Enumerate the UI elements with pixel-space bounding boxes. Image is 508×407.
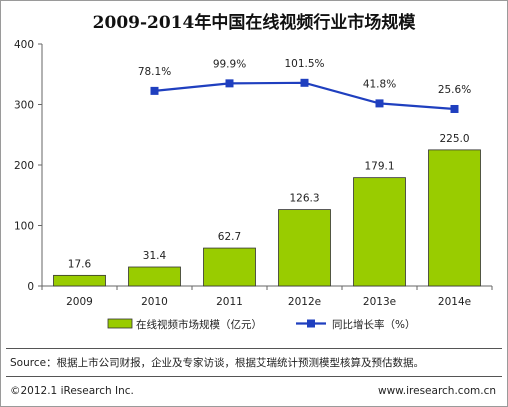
x-tick-label: 2012e [288, 296, 321, 308]
y-tick-label: 400 [14, 39, 34, 51]
site-url: www.iresearch.com.cn [377, 385, 496, 397]
bar-value-label: 225.0 [439, 133, 469, 145]
legend-line-label: 同比增长率（%） [332, 318, 415, 331]
bar [203, 247, 256, 287]
source-note: Source：根据上市公司财报，企业及专家访谈，根据艾瑞统计预测模型核算及预估数… [10, 357, 425, 369]
x-tick-label: 2011 [216, 296, 243, 308]
x-tick-label: 2013e [363, 296, 396, 308]
y-tick-label: 100 [14, 221, 34, 233]
x-tick-label: 2010 [141, 296, 168, 308]
bar [428, 149, 481, 287]
bar [353, 177, 406, 287]
growth-value-label: 99.9% [213, 58, 246, 70]
growth-value-label: 78.1% [138, 66, 171, 78]
legend-bar-label: 在线视频市场规模（亿元） [136, 318, 262, 331]
bar [53, 274, 106, 287]
bar [278, 209, 331, 287]
y-tick-label: 300 [14, 100, 34, 112]
copyright-text: ©2012.1 iResearch Inc. [10, 385, 134, 397]
x-tick-label: 2009 [66, 296, 93, 308]
bar-value-label: 31.4 [143, 250, 167, 262]
growth-value-label: 101.5% [284, 58, 324, 70]
growth-value-label: 41.8% [363, 78, 396, 90]
bar-value-label: 17.6 [68, 258, 92, 270]
growth-point [150, 86, 159, 95]
chart-title: 2009-2014年中国在线视频行业市场规模 [92, 13, 416, 33]
legend-line-marker [307, 319, 315, 328]
bar [128, 266, 181, 287]
bar-value-label: 126.3 [289, 193, 319, 205]
y-tick-label: 200 [14, 160, 34, 172]
growth-point [225, 79, 234, 88]
growth-point [375, 99, 384, 108]
bar-value-label: 62.7 [218, 231, 241, 243]
growth-point [300, 78, 309, 87]
x-tick-label: 2014e [438, 296, 471, 308]
bar-value-label: 179.1 [364, 161, 394, 173]
footer-divider-bottom [6, 376, 502, 377]
growth-point [450, 104, 459, 113]
growth-value-label: 25.6% [438, 84, 471, 96]
footer-divider-top [6, 348, 502, 349]
y-tick-label: 0 [27, 281, 34, 293]
legend-bar-swatch [107, 318, 133, 329]
